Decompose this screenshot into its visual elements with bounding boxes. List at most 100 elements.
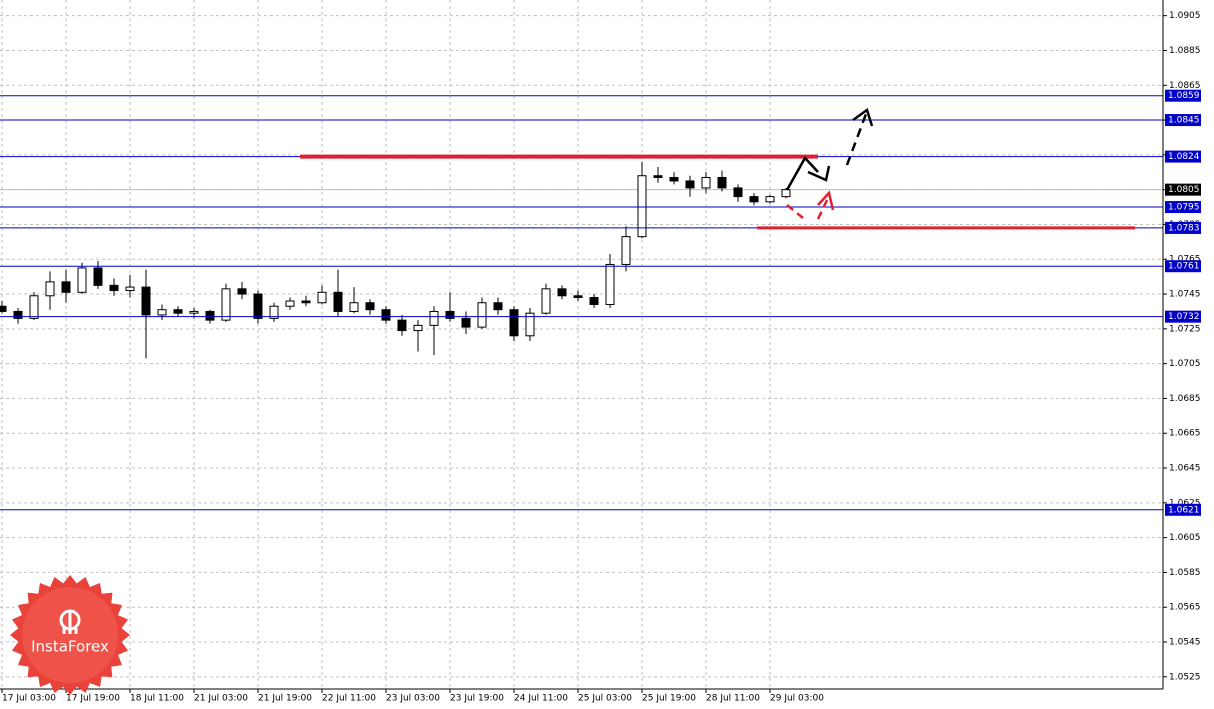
logo-icon bbox=[59, 609, 81, 634]
y-tick-label: 1.0685 bbox=[1169, 394, 1201, 404]
level-label: 1.0761 bbox=[1168, 262, 1200, 272]
candle-body bbox=[573, 295, 583, 299]
y-tick-label: 1.0765 bbox=[1169, 255, 1201, 265]
x-tick-label: 21 Jul 03:00 bbox=[194, 694, 248, 704]
level-box bbox=[1165, 221, 1201, 234]
candle-body bbox=[701, 176, 711, 189]
x-tick-label: 24 Jul 11:00 bbox=[514, 694, 568, 704]
candle-body bbox=[653, 175, 663, 178]
logo-text: InstaForex bbox=[31, 638, 109, 656]
level-box bbox=[1165, 201, 1201, 214]
candle-body bbox=[333, 291, 343, 312]
x-tick-label: 21 Jul 19:00 bbox=[258, 694, 312, 704]
arrow-head bbox=[807, 165, 831, 182]
candle-body bbox=[413, 324, 423, 332]
candle-body bbox=[461, 317, 471, 328]
candle-body bbox=[221, 288, 231, 321]
x-tick-label: 25 Jul 03:00 bbox=[578, 694, 632, 704]
candle-body bbox=[13, 310, 23, 319]
candle-body bbox=[45, 281, 55, 297]
axis-labels: 1.09051.08851.08651.08451.08251.08051.07… bbox=[1, 11, 1201, 704]
candle-body bbox=[637, 175, 647, 238]
level-box bbox=[1165, 89, 1201, 102]
arrow bbox=[845, 113, 868, 166]
y-tick-label: 1.0725 bbox=[1169, 324, 1201, 334]
candle-body bbox=[285, 300, 295, 307]
level-label: 1.0824 bbox=[1168, 152, 1200, 162]
y-tick-label: 1.0705 bbox=[1169, 359, 1201, 369]
candle-body bbox=[669, 176, 679, 182]
candle-body bbox=[381, 309, 391, 321]
x-tick-label: 18 Jul 11:00 bbox=[130, 694, 184, 704]
y-tick-label: 1.0605 bbox=[1169, 533, 1201, 543]
candle-body bbox=[189, 310, 199, 314]
marks bbox=[0, 95, 1163, 511]
y-tick-label: 1.0745 bbox=[1169, 290, 1201, 300]
level-label: 1.0795 bbox=[1168, 203, 1200, 213]
grid bbox=[0, 0, 1163, 689]
candle-body bbox=[0, 305, 7, 312]
candle-body bbox=[429, 310, 439, 326]
candle-body bbox=[717, 176, 727, 189]
candle-body bbox=[557, 288, 567, 297]
arrow-head bbox=[817, 190, 835, 211]
arrow bbox=[816, 195, 831, 220]
y-tick-label: 1.0565 bbox=[1169, 603, 1201, 613]
candle-body bbox=[781, 189, 791, 198]
x-tick-label: 23 Jul 03:00 bbox=[386, 694, 440, 704]
y-tick-label: 1.0645 bbox=[1169, 464, 1201, 474]
y-tick-label: 1.0525 bbox=[1169, 672, 1201, 682]
candle-body bbox=[141, 286, 151, 316]
candle-body bbox=[349, 302, 359, 312]
candle-body bbox=[605, 263, 615, 305]
candle-body bbox=[445, 310, 455, 319]
level-box bbox=[1165, 260, 1201, 273]
arrow-head bbox=[852, 107, 874, 127]
candle-body bbox=[125, 286, 135, 292]
candle-body bbox=[365, 302, 375, 311]
level-label: 1.0732 bbox=[1168, 312, 1200, 322]
level-box bbox=[1165, 503, 1201, 516]
logo: InstaForex bbox=[10, 575, 130, 695]
candle-body bbox=[317, 291, 327, 304]
x-tick-label: 28 Jul 11:00 bbox=[706, 694, 760, 704]
arrow bbox=[785, 155, 819, 191]
candle-body bbox=[77, 267, 87, 293]
level-box bbox=[1165, 310, 1201, 323]
candle-body bbox=[253, 293, 263, 319]
candle-body bbox=[477, 302, 487, 328]
candle-body bbox=[685, 180, 695, 189]
arrows bbox=[785, 107, 874, 220]
level-label: 1.0845 bbox=[1168, 116, 1200, 126]
level-box bbox=[1165, 114, 1201, 127]
candle-body bbox=[589, 297, 599, 305]
y-tick-label: 1.0665 bbox=[1169, 429, 1201, 439]
candle-body bbox=[621, 236, 631, 265]
candle-body bbox=[541, 288, 551, 314]
level-label: 1.0783 bbox=[1168, 223, 1200, 233]
x-tick-label: 17 Jul 19:00 bbox=[66, 694, 120, 704]
x-tick-label: 22 Jul 11:00 bbox=[322, 694, 376, 704]
candle-body bbox=[525, 312, 535, 337]
candle-body bbox=[157, 309, 167, 316]
level-label: 1.0859 bbox=[1168, 91, 1200, 101]
candle-body bbox=[93, 267, 103, 286]
y-tick-label: 1.0545 bbox=[1169, 638, 1201, 648]
candle-body bbox=[173, 309, 183, 314]
candle-body bbox=[205, 310, 215, 321]
candle-body bbox=[237, 288, 247, 295]
y-tick-label: 1.0905 bbox=[1169, 11, 1201, 21]
x-tick-label: 29 Jul 03:00 bbox=[770, 694, 824, 704]
x-tick-label: 25 Jul 19:00 bbox=[642, 694, 696, 704]
x-tick-label: 23 Jul 19:00 bbox=[450, 694, 504, 704]
candle-body bbox=[29, 295, 39, 319]
arrow bbox=[786, 204, 804, 219]
candle-body bbox=[749, 196, 759, 203]
candle-body bbox=[493, 302, 503, 311]
candle-body bbox=[269, 305, 279, 319]
candle-body bbox=[301, 300, 311, 304]
y-tick-label: 1.0585 bbox=[1169, 568, 1201, 578]
y-tick-label: 1.0885 bbox=[1169, 46, 1201, 56]
